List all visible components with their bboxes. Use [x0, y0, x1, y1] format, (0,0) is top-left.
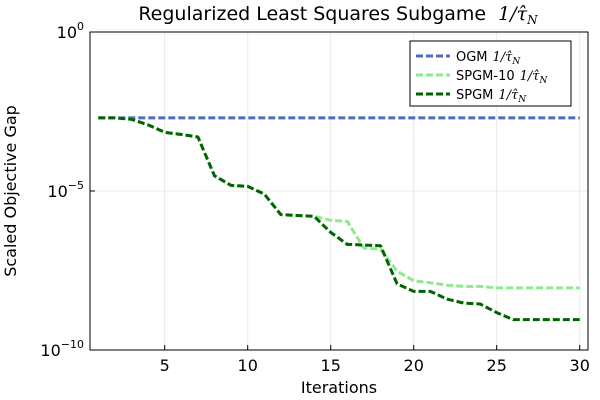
chart-title-math: 1/τ̂ — [498, 3, 527, 25]
chart-title-text: Regularized Least Squares Subgame — [138, 3, 486, 25]
y-axis-title: Scaled Objective Gap — [1, 105, 20, 277]
y-tick-label: 100 — [57, 20, 84, 42]
y-tick-label: 10−5 — [47, 179, 84, 201]
legend-label-spgm-10: SPGM-10 1/τ̂N — [456, 69, 548, 86]
x-axis-ticks: 5 10 15 20 25 30 — [160, 345, 590, 375]
x-tick-label: 30 — [570, 356, 590, 375]
series-line-spgm — [98, 116, 580, 322]
x-tick-label: 25 — [487, 356, 507, 375]
legend: OGM 1/τ̂N SPGM-10 1/τ̂N SPGM 1/τ̂N — [409, 40, 572, 107]
legend-label-spgm: SPGM 1/τ̂N — [456, 88, 527, 105]
x-tick-label: 10 — [238, 356, 258, 375]
x-tick-label: 20 — [404, 356, 424, 375]
series-lines — [98, 116, 580, 322]
x-axis-title: Iterations — [301, 378, 377, 397]
series-line-spgm-10 — [98, 116, 580, 290]
x-tick-label: 5 — [160, 356, 170, 375]
y-axis-ticks: 10−10 10−5 100 — [40, 20, 95, 360]
x-tick-label: 15 — [321, 356, 341, 375]
chart-title-math-sub: N — [526, 13, 538, 27]
y-tick-label: 10−10 — [40, 338, 84, 360]
chart-title: Regularized Least Squares Subgame 1/τ̂N — [138, 3, 538, 27]
legend-label-ogm: OGM 1/τ̂N — [456, 50, 521, 67]
